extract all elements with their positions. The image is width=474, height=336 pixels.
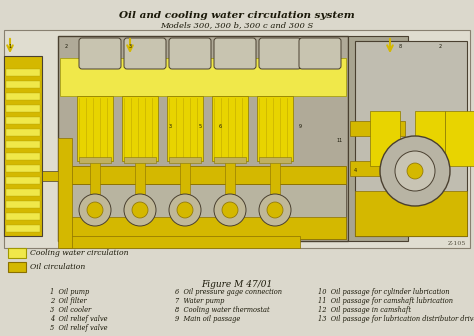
Bar (8, 262, 26, 272)
Bar (212, 96, 248, 161)
Bar (6, 69, 40, 76)
Text: 5: 5 (199, 124, 201, 128)
Bar (270, 160, 280, 218)
Text: 3: 3 (168, 124, 172, 128)
FancyBboxPatch shape (299, 38, 341, 69)
Circle shape (267, 202, 283, 218)
FancyBboxPatch shape (79, 38, 121, 69)
Bar (79, 157, 111, 163)
Text: Models 300, 300 b, 300 c and 300 S: Models 300, 300 b, 300 c and 300 S (160, 21, 314, 29)
Text: 2: 2 (438, 43, 442, 48)
Bar (4, 30, 470, 248)
Circle shape (395, 151, 435, 191)
Text: Z-105: Z-105 (447, 241, 466, 246)
Bar (415, 111, 445, 166)
Text: 1: 1 (9, 43, 11, 48)
Bar (355, 41, 467, 236)
Bar (6, 225, 40, 232)
FancyBboxPatch shape (214, 38, 256, 69)
Bar (169, 157, 201, 163)
FancyBboxPatch shape (169, 38, 211, 69)
Bar (90, 160, 100, 218)
Bar (58, 138, 72, 248)
FancyBboxPatch shape (259, 38, 301, 69)
FancyBboxPatch shape (124, 38, 166, 69)
Bar (167, 96, 203, 161)
Bar (350, 121, 405, 136)
Bar (122, 96, 158, 161)
Circle shape (407, 163, 423, 179)
Text: 5  Oil relief valve: 5 Oil relief valve (50, 324, 108, 332)
Bar (214, 157, 246, 163)
Text: 10  Oil passage for cylinder lubrication: 10 Oil passage for cylinder lubrication (318, 288, 449, 296)
Text: 3  Oil cooler: 3 Oil cooler (50, 306, 91, 314)
Bar (350, 161, 405, 176)
Bar (225, 160, 235, 218)
Text: 4: 4 (354, 168, 356, 173)
Bar (6, 189, 40, 196)
Circle shape (380, 136, 450, 206)
Text: Oil circulation: Oil circulation (30, 263, 85, 271)
Bar (259, 157, 291, 163)
Bar (6, 141, 40, 148)
Bar (60, 58, 346, 96)
Bar (355, 191, 467, 236)
Text: 9: 9 (299, 124, 301, 128)
Text: 1  Oil pump: 1 Oil pump (50, 288, 89, 296)
Circle shape (124, 194, 156, 226)
Bar (445, 111, 474, 166)
Text: 8: 8 (399, 43, 401, 48)
Circle shape (132, 202, 148, 218)
Bar (77, 96, 113, 161)
Bar (60, 184, 346, 239)
Bar (4, 56, 42, 236)
Text: Figure M 47/01: Figure M 47/01 (201, 280, 273, 289)
Text: 13  Oil passage for lubrication distributor drive: 13 Oil passage for lubrication distribut… (318, 315, 474, 323)
Bar (348, 36, 408, 241)
Bar (6, 117, 40, 124)
Bar (8, 248, 26, 258)
Bar (60, 236, 300, 248)
Circle shape (214, 194, 246, 226)
Circle shape (222, 202, 238, 218)
Text: 12  Oil passage in camshaft: 12 Oil passage in camshaft (318, 306, 411, 314)
Bar (6, 81, 40, 88)
Circle shape (259, 194, 291, 226)
Bar (6, 177, 40, 184)
Bar (6, 153, 40, 160)
Bar (6, 201, 40, 208)
Bar (60, 166, 346, 184)
Bar (370, 111, 400, 166)
Text: 6  Oil pressure gage connection: 6 Oil pressure gage connection (175, 288, 282, 296)
Bar (135, 160, 145, 218)
Text: Cooling water circulation: Cooling water circulation (30, 249, 128, 257)
Circle shape (87, 202, 103, 218)
Circle shape (169, 194, 201, 226)
Circle shape (177, 202, 193, 218)
Bar (6, 165, 40, 172)
Text: 8  Cooling water thermostat: 8 Cooling water thermostat (175, 306, 270, 314)
Text: 9  Main oil passage: 9 Main oil passage (175, 315, 240, 323)
Text: 4  Oil relief valve: 4 Oil relief valve (50, 315, 108, 323)
Text: 3: 3 (128, 43, 132, 48)
Bar (124, 157, 156, 163)
Bar (6, 93, 40, 100)
Text: 7  Water pump: 7 Water pump (175, 297, 224, 305)
Text: 11: 11 (337, 138, 343, 143)
Text: 6: 6 (219, 124, 221, 128)
Text: 11  Oil passage for camshaft lubrication: 11 Oil passage for camshaft lubrication (318, 297, 453, 305)
Text: 2  Oil filter: 2 Oil filter (50, 297, 87, 305)
Bar (42, 171, 60, 181)
Circle shape (79, 194, 111, 226)
Text: Oil and cooling water circulation system: Oil and cooling water circulation system (119, 11, 355, 20)
Bar (6, 129, 40, 136)
Bar (180, 160, 190, 218)
Bar (58, 36, 348, 241)
Bar (6, 105, 40, 112)
Bar (60, 217, 346, 239)
Text: 2: 2 (64, 43, 68, 48)
Bar (257, 96, 293, 161)
Bar (6, 213, 40, 220)
